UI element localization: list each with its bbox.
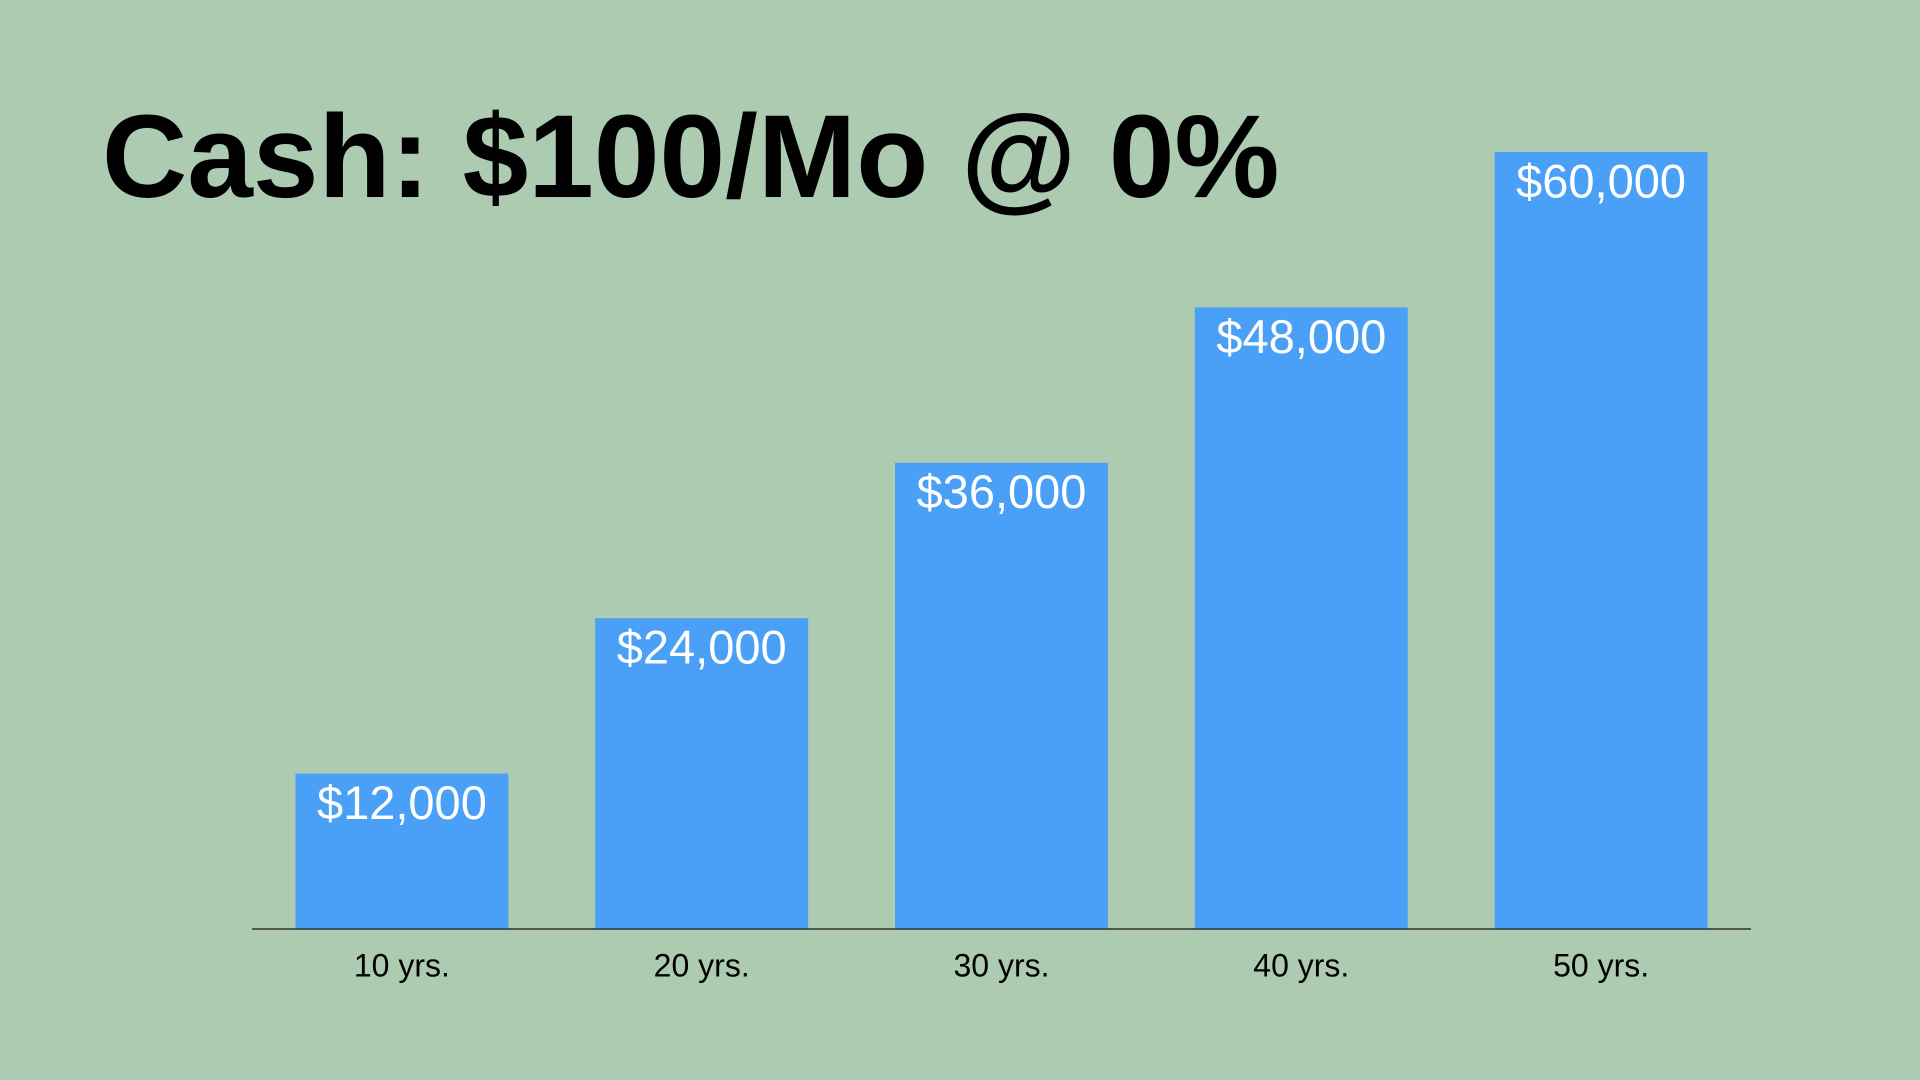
bar xyxy=(595,618,809,929)
x-tick-label: 30 yrs. xyxy=(953,947,1049,983)
x-tick-label: 40 yrs. xyxy=(1253,947,1349,983)
value-label: $60,000 xyxy=(1516,154,1686,207)
bar xyxy=(295,773,509,929)
value-label: $36,000 xyxy=(917,465,1087,518)
x-tick-label: 10 yrs. xyxy=(354,947,450,983)
value-label: $24,000 xyxy=(617,621,787,674)
x-tick-label: 20 yrs. xyxy=(654,947,750,983)
bar xyxy=(895,462,1108,929)
bar xyxy=(1494,152,1708,929)
bar xyxy=(1194,307,1408,929)
chart-title: Cash: $100/Mo @ 0% xyxy=(102,91,1279,223)
value-label: $48,000 xyxy=(1216,310,1386,363)
value-label: $12,000 xyxy=(317,776,487,829)
x-tick-label: 50 yrs. xyxy=(1553,947,1649,983)
